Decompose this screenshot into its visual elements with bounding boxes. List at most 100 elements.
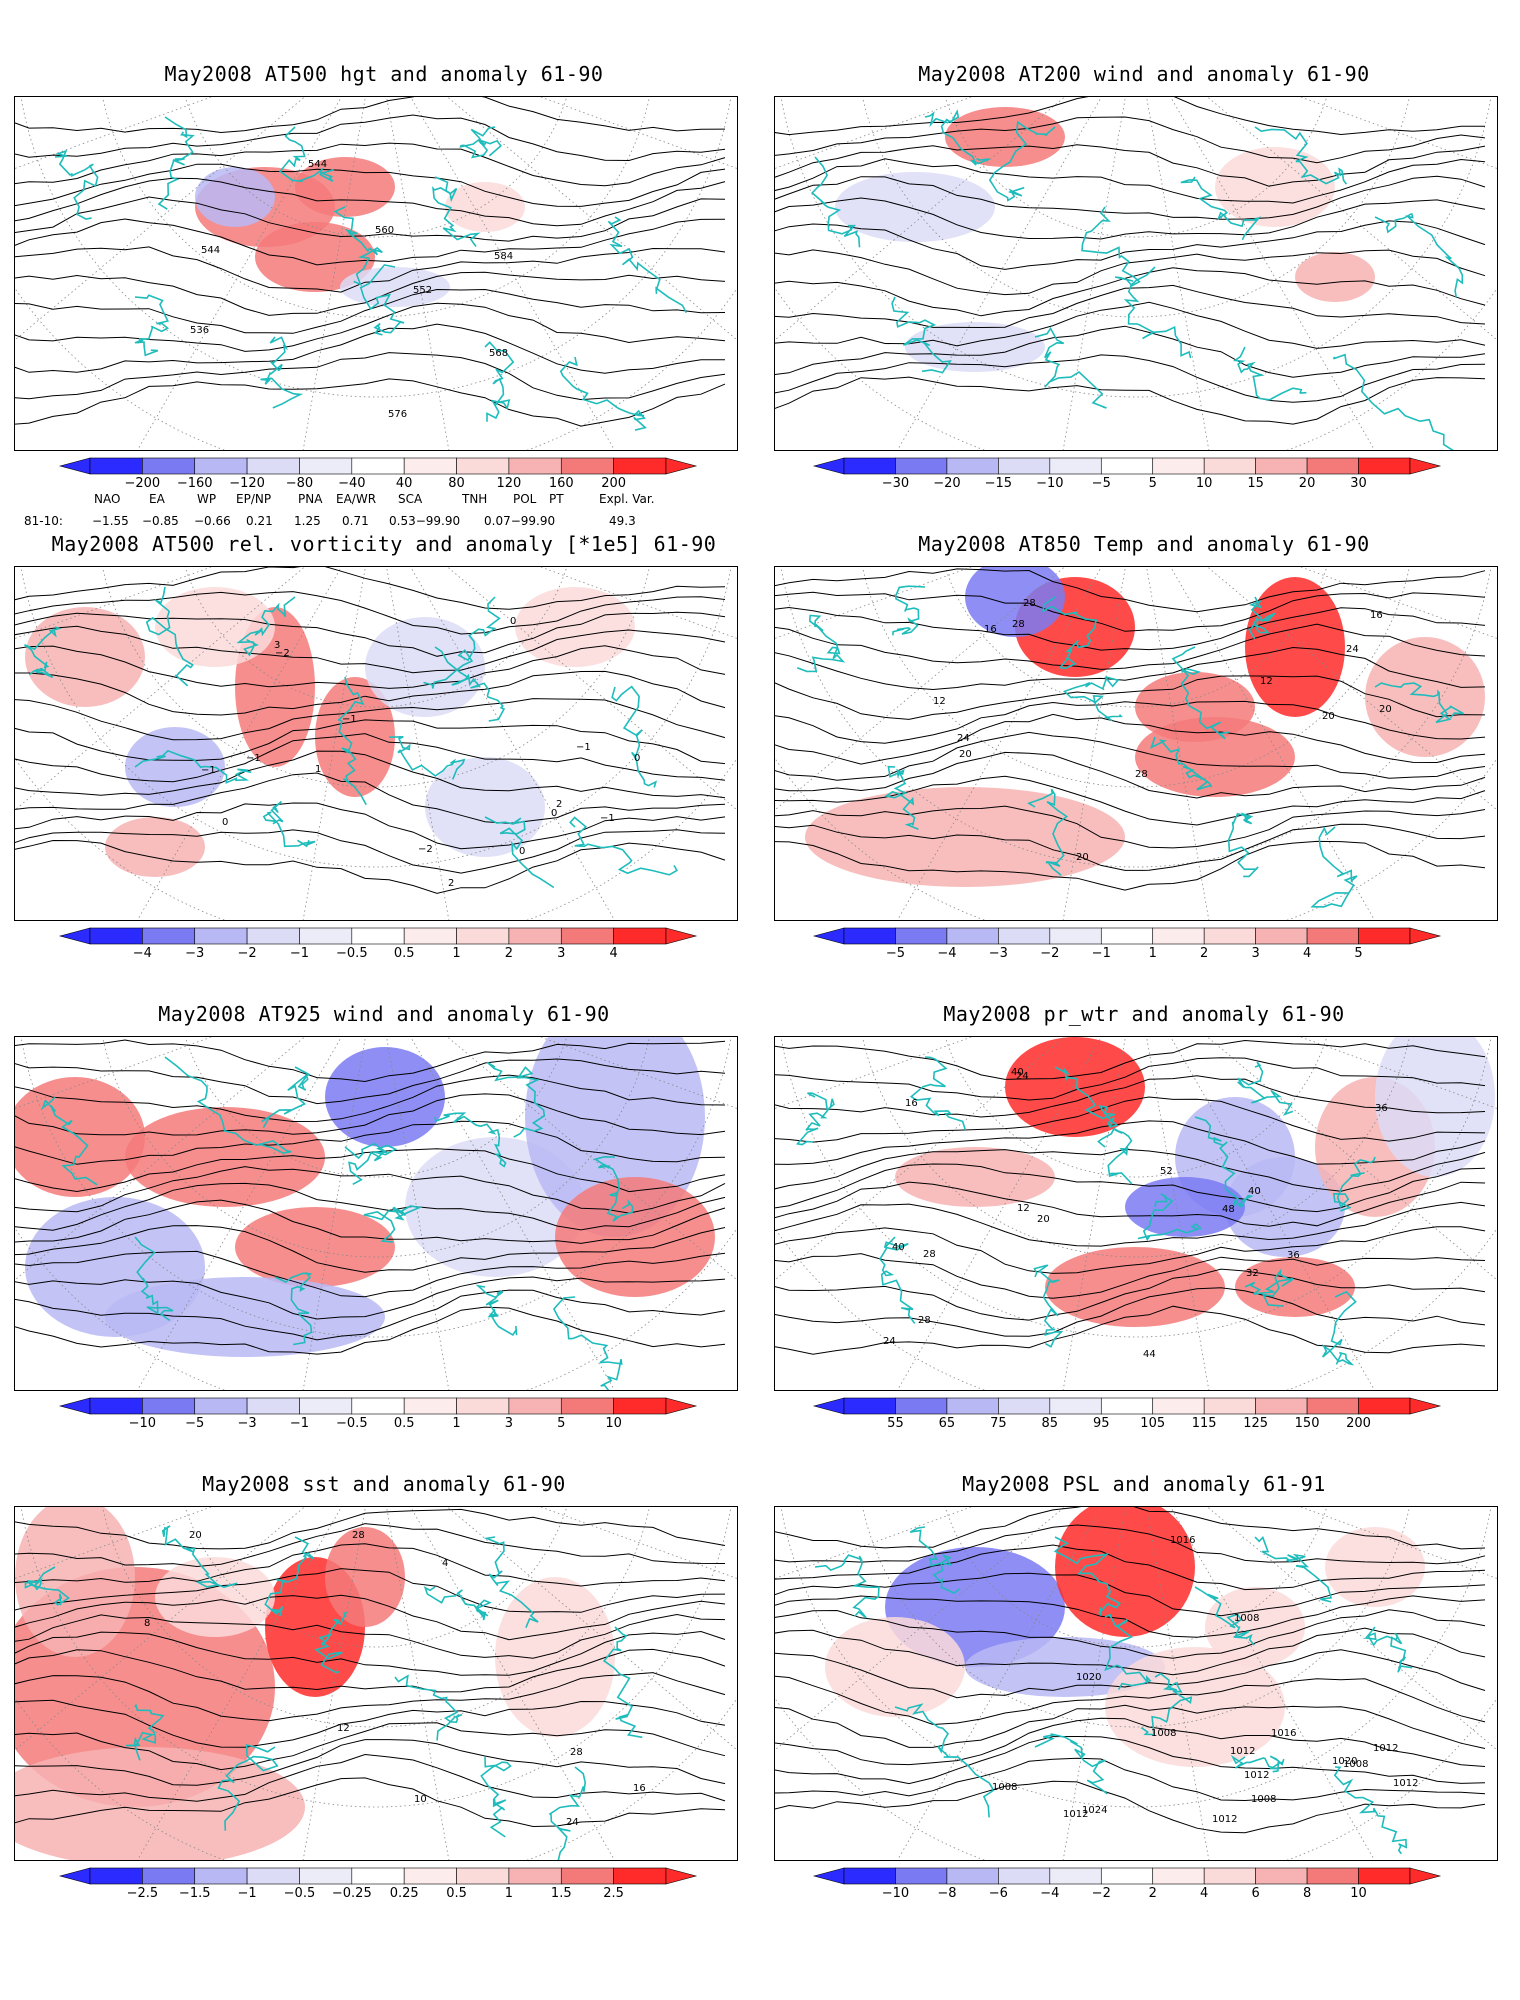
anomaly-shading [1235,1257,1355,1317]
colorbar-cell [299,1397,353,1415]
colorbar-tick-label: 160 [548,476,574,491]
anomaly-shading [1325,1527,1425,1607]
contour-lines [15,97,726,427]
colorbar-tick-label: −1 [1091,946,1111,961]
contour-label: 36 [1375,1103,1388,1114]
colorbar-cell [1100,1867,1154,1885]
colorbar-cell [456,1867,510,1885]
map-plot-area: 544 536 544 552 560 568 576 584 [14,96,738,451]
colorbar-cell [560,927,614,945]
colorbar-legend: −2.5 −1.5 −1 −0.5 −0.25 0.25 0.5 1 1.5 2.5 [58,1867,698,1901]
colorbar-cell [560,457,614,475]
colorbar-cell [1100,457,1154,475]
colorbar-tick-label: −2.5 [126,1886,159,1901]
contour-label: 36 [1287,1250,1300,1261]
contour-label: 0 [551,808,557,819]
contour-label: 0 [634,753,640,764]
colorbar-tick-label: −4 [937,946,957,961]
colorbar-tick-label: 6 [1251,1886,1260,1901]
colorbar-arrow-left [812,1867,845,1885]
contour-label: 24 [957,733,970,744]
colorbar-tick-label: 5 [1148,476,1157,491]
panel-title: May2008 AT500 hgt and anomaly 61-90 [164,62,604,86]
graticule [775,1507,1497,1860]
colorbar-tick-label: 3 [557,946,566,961]
anomaly-shading [1225,1157,1345,1257]
colorbar-cell [142,1397,196,1415]
contour-label: 1012 [1373,1743,1398,1754]
anomaly-shading [15,1747,305,1860]
colorbar-cell [1203,1867,1256,1885]
colorbar-tick-label: 5 [557,1416,566,1431]
map-plot-area [774,96,1498,451]
colorbar-cell [508,457,562,475]
colorbar-legend: −200 −160 −120 −80 −40 40 80 120 160 200 [58,457,698,491]
contour-label: 0 [519,846,525,857]
contour-label: 2 [448,878,454,889]
colorbar-cell [843,1397,896,1415]
contour-label: 3 [274,640,280,651]
colorbar-tick-label: −4 [1040,1886,1060,1901]
contour-label: 10 [414,1794,427,1805]
colorbar-tick-label: 200 [601,476,627,491]
colorbar-cell [456,1397,510,1415]
colorbar-cell [1306,1867,1359,1885]
colorbar-tick-label: −4 [132,946,152,961]
colorbar-cell [946,457,999,475]
colorbar-tick-label: 0.5 [393,1416,415,1431]
contour-label: 8 [144,1618,150,1629]
colorbar-cell [1203,1397,1256,1415]
contour-label: 12 [1260,676,1273,687]
colorbar-tick-label: −1 [237,1886,257,1901]
coastlines [811,109,1464,450]
contour-label: 12 [1017,1203,1030,1214]
anomaly-shading [255,222,375,292]
contour-label: 0 [510,616,516,627]
contour-label: 28 [923,1249,936,1260]
anomaly-shading [1005,1037,1145,1137]
colorbar [58,1397,698,1415]
contour-label: −1 [201,765,216,776]
colorbar-cell [1049,1867,1102,1885]
colorbar-tick-label: −0.5 [283,1886,316,1901]
contour-label: 20 [959,749,972,760]
colorbar [812,1397,1442,1415]
contour-label: 40 [1011,1067,1024,1078]
colorbar-tick-label: −5 [885,946,906,961]
anomaly-shading [1105,1647,1285,1767]
contour-label: 1008 [1251,1794,1276,1805]
colorbar-tick-label: −15 [984,476,1013,491]
colorbar-cell [998,1397,1051,1415]
graticule [15,1507,737,1860]
panel-title: May2008 pr_wtr and anomaly 61-90 [943,1002,1345,1026]
contour-label: 16 [905,1098,918,1109]
contour-label: 48 [1222,1204,1235,1215]
colorbar-cell [403,1867,457,1885]
colorbar-tick-label: −8 [937,1886,957,1901]
colorbar-cell [946,1397,999,1415]
colorbar-tick-label: 4 [609,946,618,961]
contour-label: −1 [576,742,591,753]
colorbar-cell [1255,927,1308,945]
graticule [775,97,1497,450]
colorbar-tick-label: 125 [1243,1416,1269,1431]
anomaly-shading [835,172,995,242]
colorbar-arrow-right [665,1397,698,1415]
colorbar-cell [1306,457,1359,475]
colorbar-cell [1358,927,1411,945]
coastlines [24,1525,643,1860]
colorbar-cell [299,927,353,945]
contour-label: 24 [883,1336,896,1347]
colorbar-cell [895,1397,948,1415]
colorbar-cell [1203,927,1256,945]
colorbar-cell [1152,1867,1205,1885]
contour-label: 1008 [1151,1728,1176,1739]
colorbar-cell [1255,457,1308,475]
colorbar-tick-label: 15 [1247,476,1264,491]
colorbar-arrow-left [812,457,845,475]
colorbar-arrow-left [812,927,845,945]
colorbar-cell [895,1867,948,1885]
colorbar-tick-label: 10 [605,1416,622,1431]
colorbar-tick-label: −20 [933,476,961,491]
contour-label: 544 [308,159,327,170]
